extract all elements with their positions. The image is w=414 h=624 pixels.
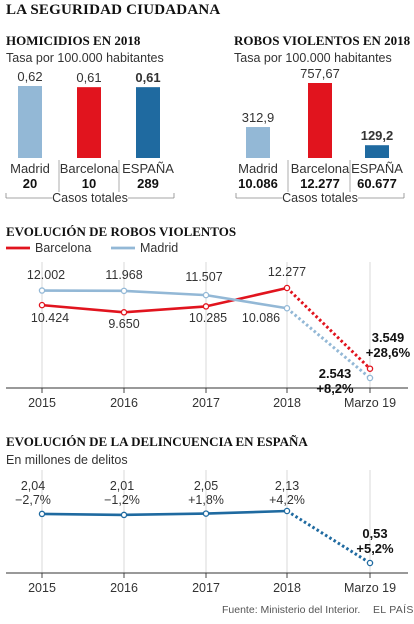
x-tick-label: 2015 <box>28 396 56 410</box>
madrid-final-change: +8,2% <box>316 381 354 396</box>
espana-point <box>202 510 210 517</box>
bar-total-label: 289 <box>137 176 159 191</box>
legend-madrid-label: Madrid <box>140 241 178 255</box>
robos-subtitle: Tasa por 100.000 habitantes <box>234 51 392 65</box>
madrid-point <box>283 305 291 312</box>
source-note: Fuente: Ministerio del Interior. <box>222 604 361 616</box>
x-tick-label: 2018 <box>273 396 301 410</box>
espana-change-label: −2,7% <box>15 493 51 507</box>
bar-0-1 <box>77 87 101 158</box>
barcelona-point <box>38 301 46 309</box>
barcelona-value-label: 10.285 <box>189 311 227 325</box>
espana-line <box>41 509 288 517</box>
bar-1-1 <box>308 83 332 158</box>
barcelona-line <box>41 286 288 314</box>
barcelona-point <box>283 284 291 292</box>
legend-barcelona-label: Barcelona <box>35 241 91 255</box>
bar-category-label: Barcelona <box>60 161 119 176</box>
bar-value-label: 129,2 <box>361 128 394 143</box>
barcelona-value-label: 10.424 <box>31 311 69 325</box>
homicidios-subtitle: Tasa por 100.000 habitantes <box>6 51 164 65</box>
espana-value-label: 2,04 <box>21 479 45 493</box>
barcelona-value-label: 9.650 <box>108 317 139 331</box>
bar-total-label: 12.277 <box>300 176 340 191</box>
madrid-point <box>38 287 46 294</box>
espana-value-label: 2,13 <box>275 479 299 493</box>
bar-total-label: 10 <box>82 176 96 191</box>
espana-change-label: +4,2% <box>269 493 305 507</box>
x-tick-label: Marzo 19 <box>344 581 396 595</box>
totals-caption: Casos totales <box>52 191 128 205</box>
espana-change-label: +1,8% <box>188 493 224 507</box>
madrid-point <box>202 291 210 299</box>
evolucion-delincuencia-title: EVOLUCIÓN DE LA DELINCUENCIA EN ESPAÑA <box>6 434 308 449</box>
bar-0-2 <box>136 87 160 158</box>
espana-final-value: 0,53 <box>362 526 387 541</box>
madrid-line <box>41 289 288 310</box>
madrid-point <box>120 287 128 295</box>
espana-change-label: −1,2% <box>104 493 140 507</box>
bar-total-label: 10.086 <box>238 176 278 191</box>
evolucion-delincuencia-subtitle: En millones de delitos <box>6 453 128 467</box>
x-tick-label: 2016 <box>110 581 138 595</box>
robos-title: ROBOS VIOLENTOS EN 2018 <box>234 33 411 48</box>
barcelona-final-change: +28,6% <box>366 345 411 360</box>
homicidios-title: HOMICIDIOS EN 2018 <box>6 33 141 48</box>
espana-point <box>120 511 128 519</box>
espana-point <box>283 507 291 515</box>
barcelona-point <box>202 303 210 310</box>
bar-category-label: Madrid <box>10 161 50 176</box>
bar-value-label: 312,9 <box>242 110 275 125</box>
bar-value-label: 0,61 <box>135 70 160 85</box>
madrid-value-label: 11.507 <box>185 270 222 284</box>
bar-total-label: 20 <box>23 176 37 191</box>
madrid-projection <box>286 307 371 380</box>
bar-category-label: Madrid <box>238 161 278 176</box>
bar-1-0 <box>246 127 270 158</box>
totals-caption: Casos totales <box>282 191 358 205</box>
barcelona-point <box>120 309 128 316</box>
bar-value-label: 0,62 <box>17 69 42 84</box>
madrid-value-label: 12.002 <box>27 268 65 282</box>
madrid-point <box>366 374 374 382</box>
barcelona-final-value: 3.549 <box>372 330 405 345</box>
bar-1-2 <box>365 145 389 158</box>
x-tick-label: 2015 <box>28 581 56 595</box>
evolucion-robos-title: EVOLUCIÓN DE ROBOS VIOLENTOS <box>6 224 237 239</box>
barcelona-value-label: 12.277 <box>268 265 306 279</box>
bar-0-0 <box>18 86 42 158</box>
espana-point <box>38 510 46 518</box>
madrid-final-value: 2.543 <box>319 366 352 381</box>
bar-value-label: 0,61 <box>76 70 101 85</box>
barcelona-point <box>366 365 374 372</box>
bar-total-label: 60.677 <box>357 176 397 191</box>
bar-category-label: Barcelona <box>291 161 350 176</box>
x-tick-label: 2018 <box>273 581 301 595</box>
x-tick-label: Marzo 19 <box>344 396 396 410</box>
bar-value-label: 757,67 <box>300 66 340 81</box>
espana-value-label: 2,01 <box>110 479 134 493</box>
espana-point <box>366 559 374 567</box>
espana-final-change: +5,2% <box>356 541 394 556</box>
espana-value-label: 2,05 <box>194 479 218 493</box>
page-title: LA SEGURIDAD CIUDADANA <box>6 2 221 18</box>
madrid-value-label: 11.968 <box>105 268 142 282</box>
madrid-value-label: 10.086 <box>242 311 280 325</box>
brand-logo: EL PAÍS <box>373 604 414 616</box>
x-tick-label: 2017 <box>192 396 220 410</box>
x-tick-label: 2017 <box>192 581 220 595</box>
espana-projection <box>286 509 371 565</box>
bar-category-label: ESPAÑA <box>122 161 174 176</box>
bar-category-label: ESPAÑA <box>351 161 403 176</box>
x-tick-label: 2016 <box>110 396 138 410</box>
barcelona-projection <box>285 286 372 370</box>
